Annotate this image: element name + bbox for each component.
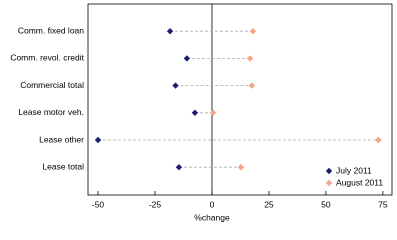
dot	[237, 164, 245, 171]
legend-marker	[325, 179, 333, 187]
x-tick-label: 75	[378, 199, 388, 209]
y-tick-label: Lease motor veh.	[18, 107, 84, 117]
plot-frame	[87, 3, 393, 196]
dot	[172, 82, 179, 89]
x-tick-label: 25	[264, 199, 274, 209]
y-tick-label: Lease total	[42, 161, 84, 171]
legend-marker	[325, 167, 333, 175]
x-tick-label: 50	[321, 199, 331, 209]
dot	[166, 28, 174, 35]
dot	[209, 109, 217, 116]
dot	[183, 55, 191, 62]
y-tick-label: Comm. fixed loan	[18, 25, 84, 35]
dot	[94, 136, 102, 144]
dot	[191, 109, 199, 116]
dot	[249, 28, 257, 35]
chart: %change -50 -25 0 25 50 75 Comm. fixed loan Com…	[10, 3, 393, 222]
x-axis-label: %change	[194, 212, 230, 222]
x-tick-label: 0	[210, 199, 215, 209]
dot	[246, 55, 254, 62]
dot	[175, 164, 183, 171]
dot	[248, 82, 256, 89]
x-tick-label: -25	[149, 199, 162, 209]
y-tick-label: Comm. revol. credit	[10, 53, 84, 63]
legend-label: July 2011	[336, 165, 372, 175]
legend-label: August 2011	[336, 177, 383, 187]
x-tick-label: -50	[92, 199, 105, 209]
page: {"chart_data": {"type": "dot", "categori…	[10, 3, 393, 223]
y-tick-label: Commercial total	[20, 80, 84, 90]
y-tick-label: Lease other	[39, 134, 84, 144]
dot	[375, 136, 382, 144]
